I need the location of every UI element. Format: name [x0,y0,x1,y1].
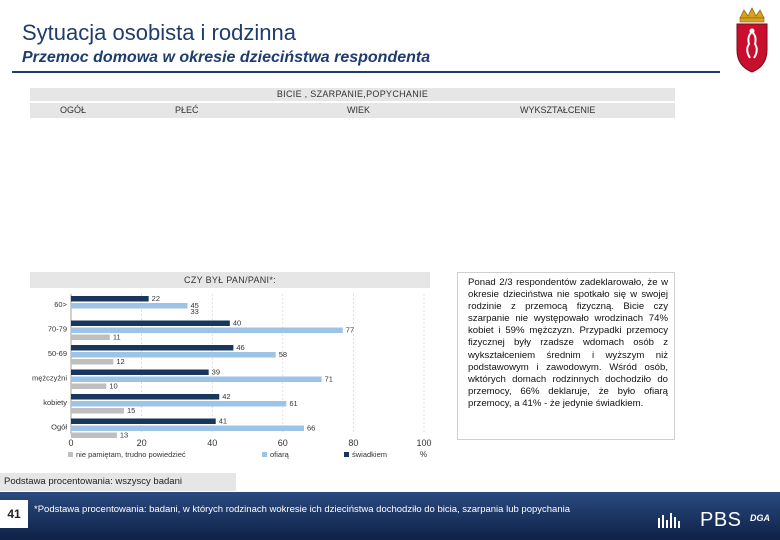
legend-swatch [344,452,349,457]
category-label: kobiety [43,398,67,407]
data-label: 61 [289,399,297,408]
bar-ofiarą [71,425,304,431]
pbs-logo-bars-icon [658,513,680,528]
dga-logo: DGA [750,513,770,523]
chart-title: CZY BYŁ PAN/PANI*: [30,272,430,288]
bar-ofiarą [71,376,322,382]
data-label: 66 [307,424,315,433]
x-tick-label: 60 [278,438,288,448]
category-label: 50-69 [48,349,67,358]
legend-entry: świadkiem [352,450,387,459]
filter-column-ogol[interactable]: OGÓŁ [60,105,87,115]
commentary-box: Ponad 2/3 respondentów zadeklarowało, że… [457,272,675,440]
bar-chart: 0 20 40 60 80 100 60> 22 45 70-79 40 77 11 50-69 46 58 1… [32,294,432,459]
data-label: 77 [346,326,354,335]
filter-band-columns: OGÓŁ PŁEĆ WIEK WYKSZTAŁCENIE [30,103,675,118]
bar-świadkiem [71,369,209,375]
filter-column-wyksztalcenie[interactable]: WYKSZTAŁCENIE [520,105,596,115]
bar-świadkiem [71,296,149,302]
filter-column-wiek[interactable]: WIEK [347,105,371,115]
bar-nie-pamiętam-trudno-powiedzieć [71,359,114,365]
data-label: 42 [222,392,230,401]
legend-entry: ofiarą [270,450,290,459]
bar-nie-pamiętam-trudno-powiedzieć [71,383,107,389]
legend-swatch [262,452,267,457]
data-label: 33 [190,307,198,316]
category-label: 70-79 [48,325,67,334]
title-divider [12,71,720,73]
bar-nie-pamiętam-trudno-powiedzieć [71,408,124,414]
data-label: 22 [152,294,160,303]
legend-entry: nie pamiętam, trudno powiedzieć [76,450,186,459]
data-label: 11 [113,333,121,342]
page-title: Sytuacja osobista i rodzinna [22,20,296,45]
category-label: 60> [54,300,67,309]
pbs-logo: PBS [700,509,742,531]
bar-nie-pamiętam-trudno-powiedzieć [71,432,117,438]
bar-nie-pamiętam-trudno-powiedzieć [71,334,110,340]
footer-bar [0,492,780,540]
x-tick-label: 80 [348,438,358,448]
filter-column-plec[interactable]: PŁEĆ [175,105,199,115]
bar-świadkiem [71,320,230,326]
legend-swatch [68,452,73,457]
bar-świadkiem [71,418,216,424]
data-label: 13 [120,431,128,440]
data-label: 12 [116,357,124,366]
data-label: 15 [127,406,135,415]
data-label: 40 [233,319,241,328]
data-label: 41 [219,417,227,426]
bar-świadkiem [71,394,220,400]
page-number: 41 [0,500,28,528]
data-label: 39 [212,368,220,377]
footnote: *Podstawa procentowania: badani, w który… [34,504,571,515]
base-note: Podstawa procentowania: wszyscy badani [0,473,236,491]
data-label: 71 [325,375,333,384]
bar-ofiarą [71,327,343,333]
bar-ofiarą [71,303,188,309]
bar-ofiarą [71,352,276,358]
x-tick-label: 20 [137,438,147,448]
bar-ofiarą [71,401,287,407]
category-label: Ogół [51,423,67,432]
x-tick-label: 0 [68,438,73,448]
x-tick-label: 100 [416,438,431,448]
warsaw-crest-icon [736,7,768,73]
unit-label: % [420,450,427,459]
filter-band-title: BICIE , SZARPANIE,POPYCHANIE [30,88,675,101]
data-label: 45 [190,301,198,310]
category-label: mężczyźni [32,374,67,383]
data-label: 46 [236,343,244,352]
data-label: 58 [279,350,287,359]
data-label: 10 [109,382,117,391]
bar-świadkiem [71,345,234,351]
page-subtitle: Przemoc domowa w okresie dzieciństwa res… [22,49,431,66]
x-tick-label: 40 [207,438,217,448]
